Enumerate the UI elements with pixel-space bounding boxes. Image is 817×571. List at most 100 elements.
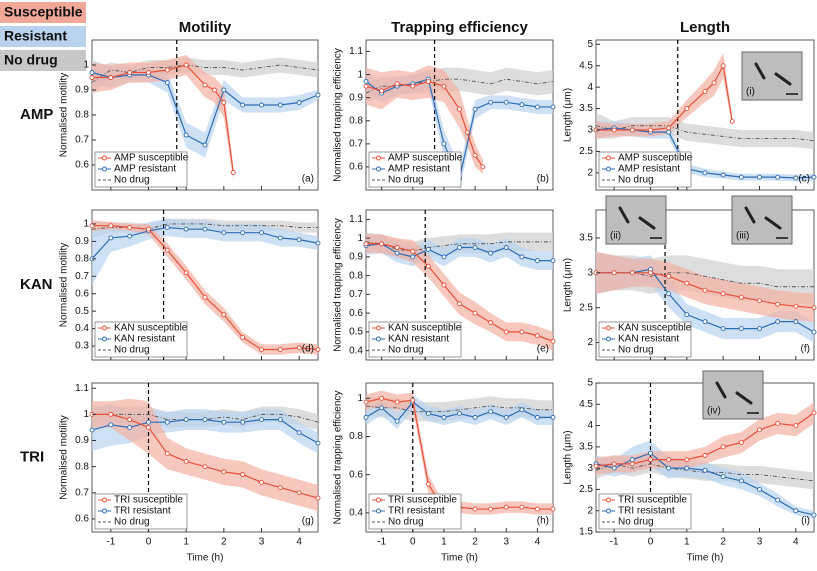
legend-label: TRI susceptible	[618, 495, 687, 506]
y-tick-label: 4.5	[579, 399, 593, 410]
data-point	[202, 464, 208, 470]
legend-label: KAN resistant	[618, 334, 679, 345]
legend-label: Susceptible	[4, 4, 83, 20]
panel: 0.6 0.7 0.8 0.9 1 Normalised motility (a) AMP s…	[59, 39, 321, 191]
data-point	[259, 347, 264, 352]
data-point	[534, 333, 540, 339]
y-tick-label: 0.9	[75, 435, 89, 446]
data-point	[519, 504, 525, 510]
y-tick-label: 0.6	[349, 308, 363, 319]
data-point	[127, 424, 133, 430]
data-point	[738, 326, 744, 332]
legend-label: KAN resistant	[114, 334, 175, 345]
data-point	[379, 405, 385, 411]
data-point	[296, 345, 302, 351]
data-point	[240, 334, 246, 340]
y-tick-label: 2.5	[579, 302, 593, 313]
y-tick-label: 1.1	[349, 214, 363, 225]
y-tick-label: 0.5	[349, 327, 363, 338]
legend-marker	[102, 508, 107, 514]
data-point	[793, 423, 799, 429]
data-point	[629, 457, 635, 463]
data-point	[164, 80, 170, 85]
y-tick-label: 3.5	[579, 233, 593, 244]
y-tick-label: 0.8	[349, 115, 363, 126]
data-point	[534, 258, 540, 264]
y-axis-label: Length (μm)	[563, 258, 574, 312]
data-point	[164, 224, 170, 230]
legend-label: AMP susceptible	[618, 153, 693, 164]
data-point	[550, 104, 556, 110]
data-point	[684, 457, 690, 463]
data-point	[202, 142, 208, 148]
bacterium	[715, 381, 753, 405]
y-tick-label: 2.5	[579, 484, 593, 495]
legend-label: No drug	[114, 175, 150, 186]
legend-label: No drug	[4, 52, 58, 68]
data-point	[472, 152, 478, 158]
y-tick-label: 1	[357, 233, 363, 244]
panel: 0.6 0.7 0.8 0.9 1 1.1 Normalised trapping effi…	[333, 39, 556, 191]
data-point	[702, 170, 708, 176]
series-line	[91, 64, 319, 83]
y-tick-label: 0.8	[349, 270, 363, 281]
x-tick-label: 4	[793, 537, 799, 548]
panel: 0.3 0.4 0.5 0.6 0.7 0.8 0.9 1 Normalised motilit…	[59, 209, 321, 361]
y-tick-label: 0.7	[75, 487, 89, 498]
data-point	[648, 127, 653, 133]
data-point	[108, 422, 114, 428]
data-point	[534, 104, 540, 110]
y-tick-label: 3	[587, 125, 593, 136]
y-tick-label: 0.7	[75, 135, 89, 146]
data-point	[550, 414, 556, 420]
y-tick-label: 2.5	[579, 146, 593, 157]
data-point	[720, 291, 726, 297]
data-point	[183, 417, 189, 423]
data-point	[720, 63, 726, 69]
data-point	[240, 102, 246, 108]
data-point	[702, 287, 708, 293]
data-point	[757, 326, 762, 332]
data-point	[534, 506, 540, 512]
data-point	[666, 129, 672, 135]
data-point	[363, 241, 369, 247]
y-tick-label: 0.7	[349, 138, 363, 149]
inset-label: (i)	[746, 87, 755, 98]
y-tick-label: 0.9	[349, 92, 363, 103]
series-line	[596, 63, 733, 131]
y-axis-label: Normalised motility	[59, 243, 70, 327]
data-point	[472, 310, 478, 316]
y-axis-label: Normalised motility	[59, 73, 70, 157]
data-point	[738, 294, 744, 300]
y-tick-label: 0.7	[349, 289, 363, 300]
x-tick-label: -1	[377, 537, 386, 548]
panel-label: (a)	[302, 174, 314, 185]
data-point	[221, 100, 227, 105]
error-band	[92, 218, 318, 285]
legend-marker	[376, 497, 381, 503]
y-tick-label: 0.6	[349, 469, 363, 480]
error-band	[92, 55, 234, 180]
y-tick-label: 0.6	[349, 162, 363, 173]
data-point	[183, 226, 189, 232]
data-point	[519, 254, 525, 260]
data-point	[457, 411, 462, 417]
data-point	[441, 254, 447, 260]
x-tick-label: 1	[684, 537, 690, 548]
data-point	[472, 106, 478, 112]
y-axis-label: Normalised motility	[59, 415, 70, 499]
data-point	[259, 479, 264, 485]
legend-label: No drug	[388, 517, 424, 528]
data-point	[811, 305, 817, 311]
data-point	[108, 75, 114, 80]
data-point	[379, 88, 385, 94]
data-point	[363, 83, 369, 89]
data-point	[230, 170, 236, 175]
data-point	[775, 420, 781, 426]
data-point	[488, 506, 494, 512]
data-point	[164, 247, 170, 253]
data-point	[738, 174, 744, 180]
panel-label: (i)	[801, 516, 810, 527]
data-point	[394, 81, 400, 87]
data-point	[146, 70, 151, 75]
